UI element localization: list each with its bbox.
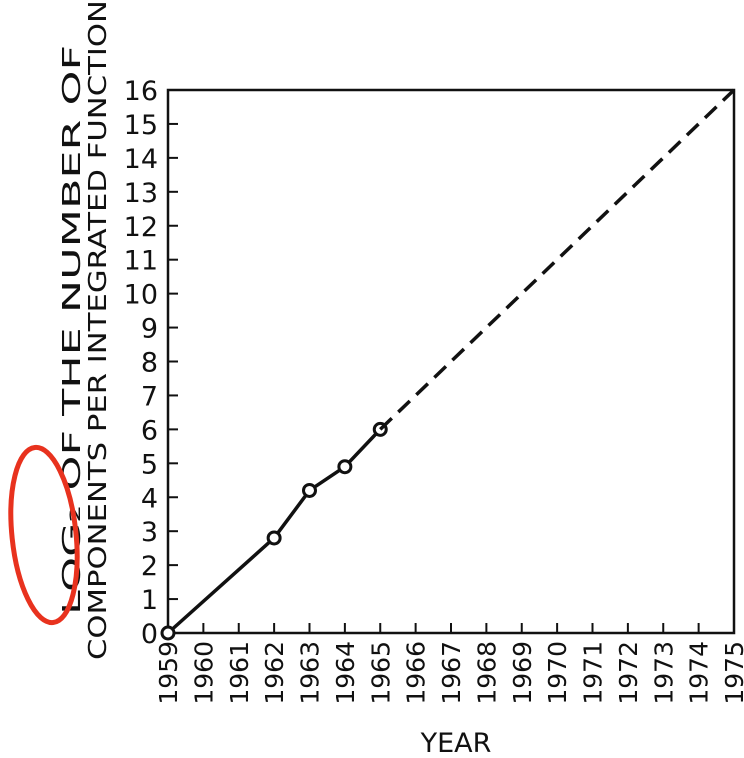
series-layer bbox=[160, 88, 736, 641]
x-tick-label: 1961 bbox=[225, 641, 254, 705]
y-tick-label: 13 bbox=[124, 178, 158, 209]
x-axis-title: YEAR bbox=[420, 728, 492, 758]
plot-border bbox=[166, 88, 736, 635]
y-tick-label: 0 bbox=[141, 619, 158, 650]
x-tick-label: 1973 bbox=[649, 641, 678, 705]
y-tick-label: 11 bbox=[124, 246, 158, 277]
y-tick-label: 10 bbox=[124, 280, 158, 311]
x-tick-label: 1959 bbox=[154, 641, 183, 705]
series-line-dashed bbox=[379, 88, 736, 431]
data-point bbox=[302, 482, 317, 498]
y-tick-label: 14 bbox=[124, 144, 158, 175]
x-tick-label: 1969 bbox=[508, 641, 537, 705]
x-tick-label: 1975 bbox=[720, 641, 744, 705]
data-point bbox=[160, 625, 176, 641]
x-tick-label: 1968 bbox=[472, 641, 501, 705]
y-axis-title: LOG₂ OF THE NUMBER OF COMPONENTS PER INT… bbox=[57, 0, 112, 660]
y-axis-title-line2: COMPONENTS PER INTEGRATED FUNCTION bbox=[83, 0, 112, 660]
x-tick-label: 1971 bbox=[579, 641, 608, 705]
y-tick-label: 2 bbox=[141, 551, 158, 582]
y-tick-label: 9 bbox=[141, 314, 158, 345]
x-tick-label: 1970 bbox=[543, 641, 572, 705]
x-tick-label: 1967 bbox=[437, 641, 466, 705]
y-tick-label: 5 bbox=[141, 449, 158, 480]
x-tick-label: 1964 bbox=[331, 641, 360, 705]
data-point bbox=[337, 459, 353, 475]
x-tick-label: 1963 bbox=[296, 641, 325, 705]
x-tick-label: 1974 bbox=[685, 641, 714, 705]
y-tick-label: 3 bbox=[141, 517, 158, 548]
x-tick-label: 1965 bbox=[366, 641, 395, 705]
x-tick-label: 1966 bbox=[402, 641, 431, 705]
x-tick-label: 1962 bbox=[260, 641, 289, 705]
y-tick-label: 7 bbox=[141, 381, 158, 412]
x-tick-label: 1972 bbox=[614, 641, 643, 705]
annotation-circle bbox=[8, 444, 80, 626]
y-tick-label: 8 bbox=[141, 348, 158, 379]
y-tick-label: 4 bbox=[141, 483, 158, 514]
y-axis-title-line1: LOG₂ OF THE NUMBER OF bbox=[57, 45, 86, 615]
x-tick-label: 1960 bbox=[189, 641, 218, 705]
plot-frame bbox=[166, 88, 736, 635]
x-axis: 1959 1960 1961 1962 1963 1964 1965 1966 1967 1968… bbox=[154, 623, 744, 705]
y-tick-label: 15 bbox=[124, 110, 158, 141]
data-point bbox=[266, 530, 282, 546]
y-tick-label: 1 bbox=[141, 585, 158, 616]
y-tick-label: 16 bbox=[124, 76, 158, 107]
y-tick-label: 6 bbox=[141, 415, 158, 446]
y-tick-label: 12 bbox=[124, 212, 158, 243]
